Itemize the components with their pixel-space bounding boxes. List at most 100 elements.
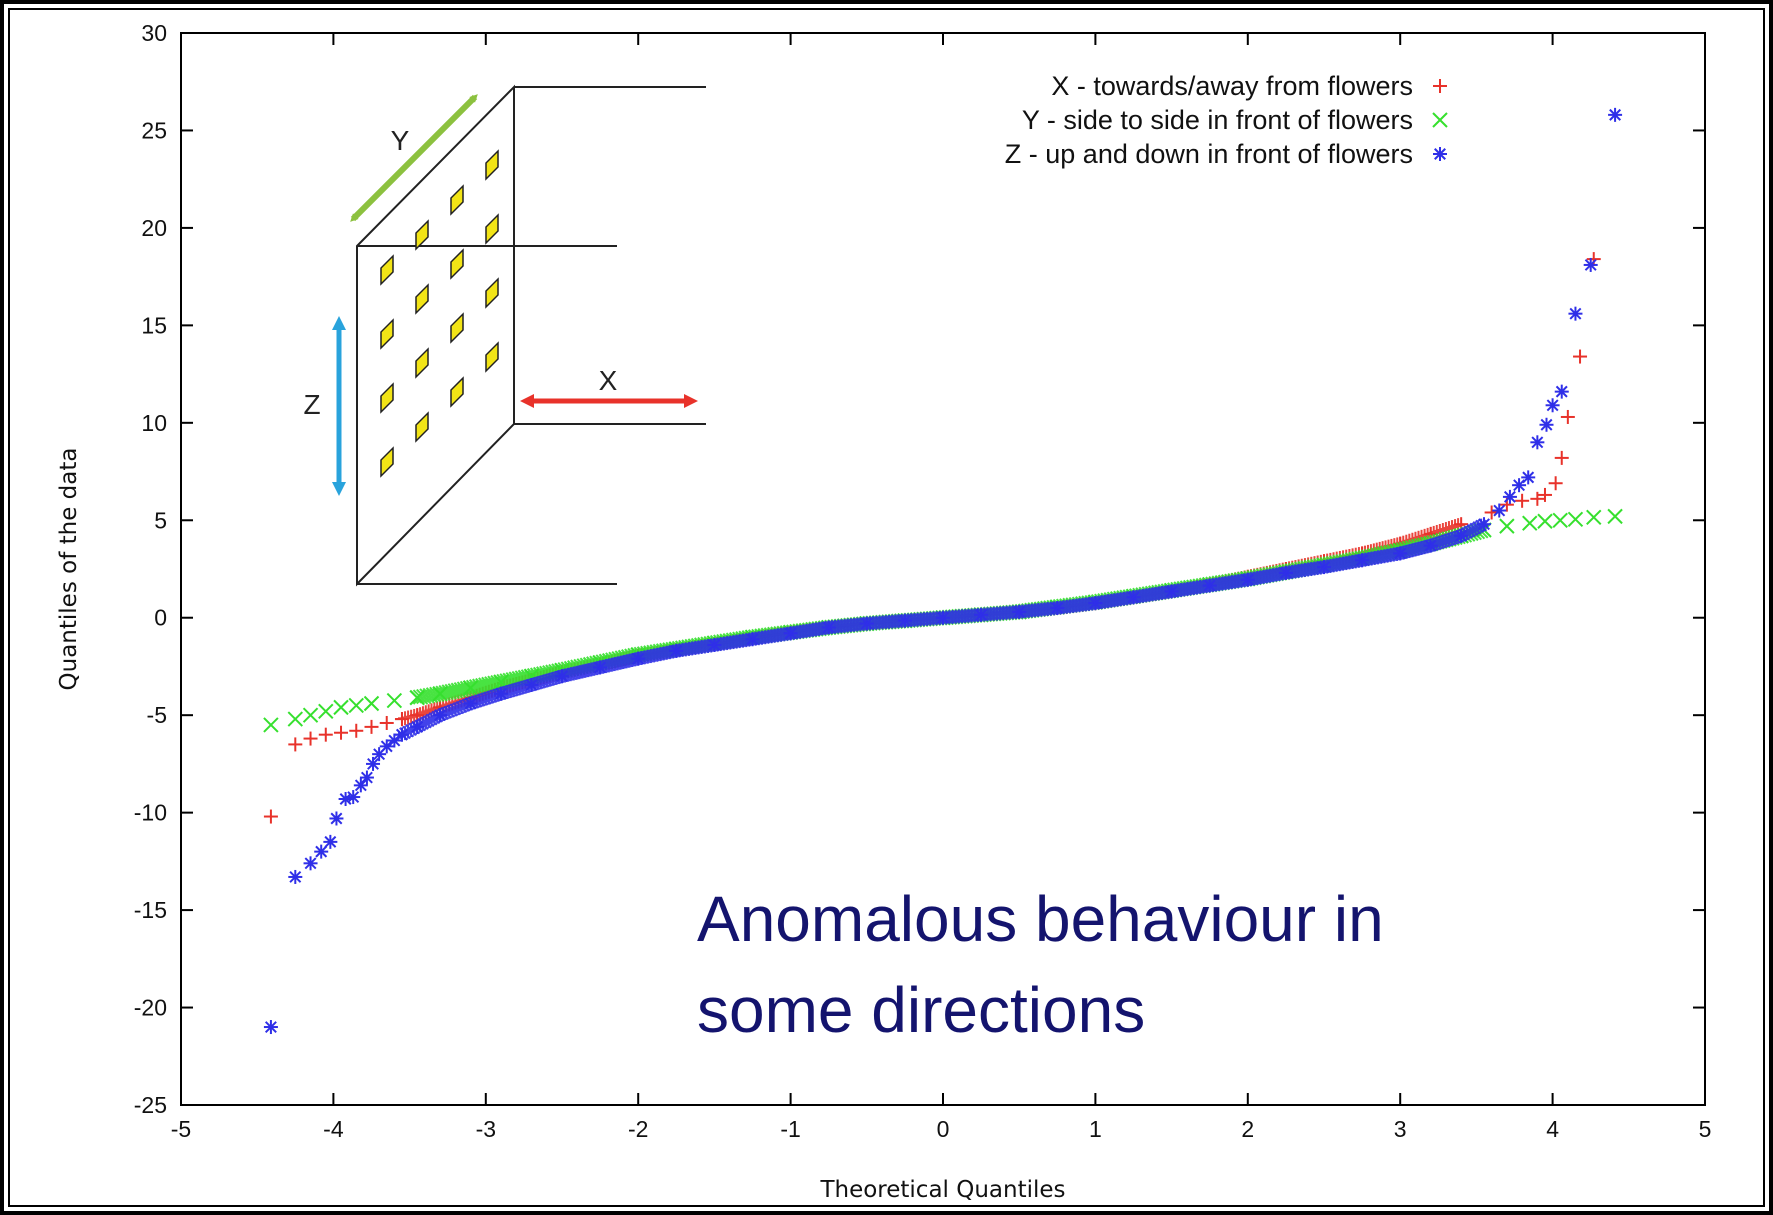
inset-label-y: Y — [391, 125, 410, 156]
x-tick-label: -4 — [323, 1116, 344, 1142]
data-point — [1537, 513, 1553, 529]
legend-label: X - towards/away from flowers — [1051, 71, 1413, 101]
flower-square — [485, 277, 499, 309]
inset-diagram: Y Z X — [303, 84, 706, 587]
trail-marker — [441, 684, 457, 700]
inner-border — [8, 8, 1765, 1207]
z-arrow-head — [332, 316, 346, 330]
x-tick-label: 3 — [1394, 1116, 1407, 1142]
data-point — [410, 708, 425, 723]
data-point — [1586, 509, 1602, 526]
data-point — [1554, 450, 1569, 465]
data-point — [387, 733, 402, 748]
data-point — [669, 643, 684, 658]
x-tick-label: 4 — [1546, 1116, 1559, 1142]
trail-marker — [459, 680, 476, 697]
data-point — [593, 660, 608, 675]
flower-square — [380, 446, 394, 478]
data-point — [1608, 107, 1623, 122]
flower-square — [415, 347, 429, 379]
data-point — [1492, 503, 1507, 518]
flower-square — [380, 318, 394, 350]
data-point — [409, 689, 425, 706]
data-point — [1317, 560, 1331, 575]
flower-square — [485, 341, 499, 373]
data-point — [524, 677, 539, 692]
x-tick-label: -1 — [780, 1116, 800, 1142]
z-arrow-head — [332, 482, 346, 496]
flower-square — [415, 283, 429, 315]
trail-marker — [450, 682, 467, 698]
trail-marker — [475, 677, 491, 694]
data-point — [1202, 578, 1217, 593]
y-axis-title: Quantiles of the data — [56, 448, 82, 691]
flower-square — [415, 411, 429, 443]
y-tick-label: 10 — [141, 410, 167, 436]
data-point — [287, 711, 304, 727]
legend-marker — [1433, 79, 1447, 93]
data-point — [1554, 384, 1569, 399]
data-point — [1240, 572, 1255, 587]
trail-marker — [468, 679, 485, 695]
data-point — [363, 695, 380, 712]
x-tick-label: 1 — [1089, 1116, 1102, 1142]
data-point — [303, 731, 318, 746]
trail-marker — [447, 683, 464, 699]
data-point — [1539, 417, 1554, 432]
series-trail — [394, 518, 1489, 742]
x-tick-label: -5 — [171, 1116, 191, 1142]
trail-marker — [471, 678, 488, 694]
trail-marker — [435, 685, 451, 701]
y-tick-label: -10 — [134, 800, 167, 826]
data-point — [1355, 553, 1370, 568]
data-point — [1530, 435, 1545, 450]
data-point — [1537, 487, 1552, 502]
data-point — [394, 712, 409, 727]
data-point — [1548, 476, 1563, 491]
data-point — [1012, 604, 1027, 619]
y-tick-label: -5 — [147, 702, 167, 728]
data-point — [1515, 493, 1530, 508]
data-point — [1530, 491, 1545, 506]
data-point — [379, 739, 394, 754]
data-point — [1050, 600, 1065, 615]
x-tick-label: 0 — [937, 1116, 950, 1142]
data-point — [1545, 398, 1560, 413]
data-point — [379, 715, 394, 730]
data-point — [1502, 489, 1517, 504]
data-point — [318, 703, 334, 719]
data-point — [821, 620, 836, 635]
data-point — [1477, 517, 1492, 532]
y-tick-label: 30 — [141, 20, 167, 46]
data-point — [463, 696, 478, 711]
data-point — [1568, 306, 1583, 321]
data-point — [783, 626, 798, 641]
data-point — [1454, 528, 1469, 543]
data-point — [1522, 515, 1538, 531]
legend: X - towards/away from flowers Y - side to… — [1005, 71, 1448, 169]
data-point — [1521, 470, 1536, 485]
y-tick-label: -20 — [134, 995, 167, 1021]
data-point — [302, 707, 319, 723]
y-tick-label: 5 — [154, 507, 167, 533]
x-tick-label: 5 — [1699, 1116, 1712, 1142]
data-point — [1088, 596, 1103, 611]
data-point — [394, 727, 409, 742]
y-tick-label: 15 — [141, 312, 167, 338]
trail-marker — [453, 681, 470, 698]
legend-label: Y - side to side in front of flowers — [1022, 105, 1413, 135]
data-point — [707, 638, 722, 653]
data-point — [494, 686, 509, 701]
trail-marker — [438, 684, 454, 701]
data-point — [366, 756, 381, 771]
data-point — [410, 719, 425, 734]
data-point — [433, 708, 448, 723]
series-z — [263, 107, 1623, 1035]
data-point — [1607, 508, 1623, 525]
flower-square — [450, 376, 464, 408]
data-point — [974, 607, 989, 622]
x-tick-label: -3 — [476, 1116, 496, 1142]
data-point — [263, 1020, 278, 1035]
data-point — [859, 616, 874, 631]
